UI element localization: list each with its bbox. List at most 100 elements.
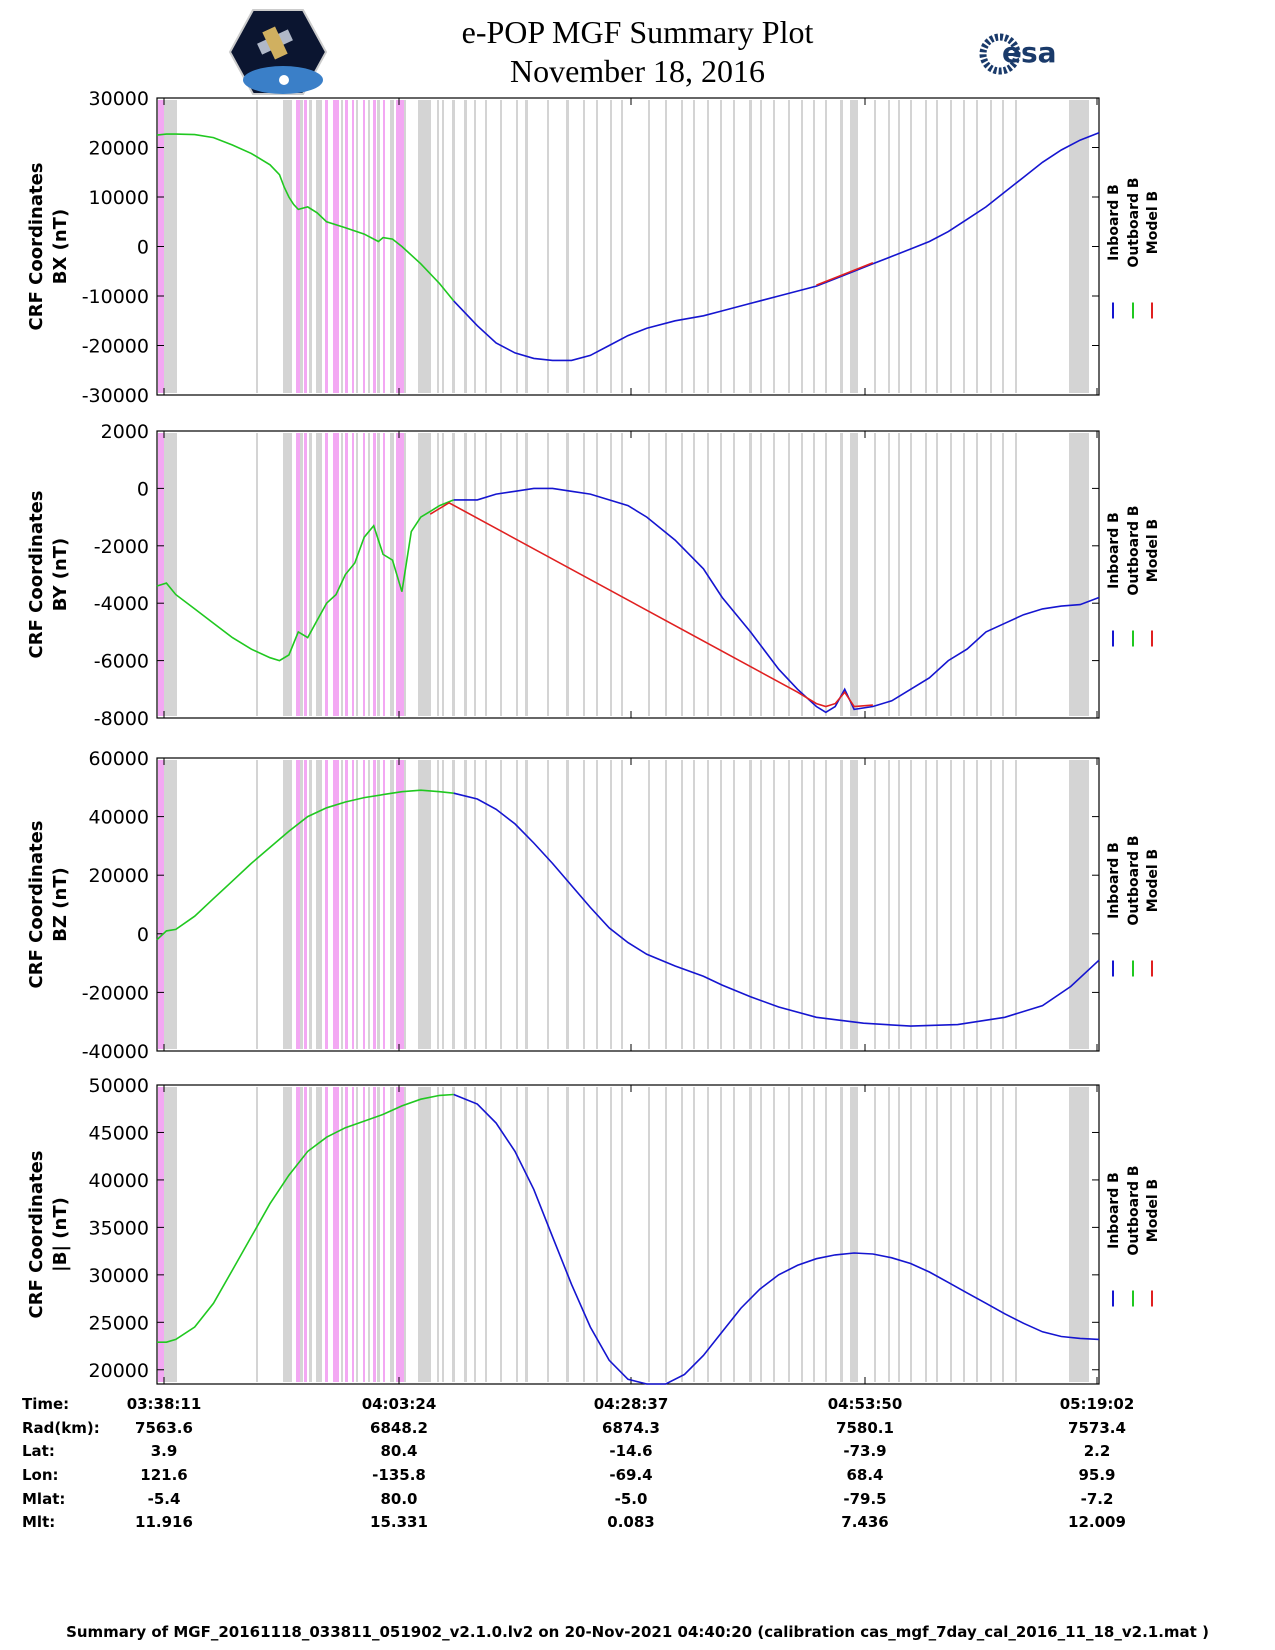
event-band: [352, 1087, 354, 1382]
data-gap-band: [760, 433, 762, 716]
inboard-b-series-line: [453, 131, 1100, 362]
info-row-label: Lon:: [22, 1466, 59, 1484]
data-gap-band: [788, 433, 790, 716]
y-tick-label: 2000: [101, 421, 149, 443]
data-gap-band: [1002, 100, 1004, 393]
y-tick-label: 50000: [89, 1075, 149, 1097]
event-band: [345, 760, 348, 1049]
data-gap-band: [840, 433, 843, 716]
data-gap-band: [910, 433, 912, 716]
data-gap-band: [500, 433, 502, 716]
event-band: [363, 1087, 365, 1382]
data-gap-band: [648, 433, 650, 716]
data-gap-band: [910, 1087, 912, 1382]
event-band: [396, 1087, 404, 1382]
data-gap-band: [720, 433, 722, 716]
event-band: [304, 100, 307, 393]
info-cell: 2.2: [1083, 1442, 1111, 1460]
data-gap-band: [773, 760, 775, 1049]
data-gap-band: [525, 760, 528, 1049]
event-band: [296, 1087, 300, 1382]
event-band: [325, 433, 328, 716]
data-gap-band: [164, 433, 177, 716]
info-cell: -79.5: [843, 1490, 887, 1508]
event-band: [352, 100, 354, 393]
data-gap-band: [749, 100, 752, 393]
data-gap-band: [300, 760, 303, 1049]
y-tick-label: 0: [137, 924, 149, 946]
data-gap-band: [936, 433, 938, 716]
data-gap-band: [898, 1087, 900, 1382]
data-gap-band: [566, 433, 569, 716]
y-tick-label: 20000: [89, 138, 149, 160]
legend-label: Model B: [1145, 191, 1161, 254]
data-gap-band: [500, 100, 502, 393]
data-gap-band: [452, 1087, 455, 1382]
data-gap-band: [681, 100, 683, 393]
data-gap-band: [707, 760, 709, 1049]
legend-label: Inboard B: [1106, 184, 1122, 261]
data-gap-band: [813, 760, 815, 1049]
info-cell: 05:19:02: [1059, 1395, 1135, 1413]
data-gap-band: [547, 100, 549, 393]
legend-label: Outboard B: [1126, 505, 1142, 595]
data-gap-band: [773, 1087, 775, 1382]
data-gap-band: [874, 760, 876, 1049]
info-cell: -73.9: [843, 1442, 887, 1460]
inboard-b-series-line: [453, 1093, 1100, 1385]
info-cell: -135.8: [372, 1466, 426, 1484]
event-band: [383, 1087, 385, 1382]
data-gap-band: [950, 100, 952, 393]
info-cell: 6848.2: [370, 1419, 428, 1437]
data-gap-band: [300, 1087, 303, 1382]
data-gap-band: [283, 100, 292, 393]
data-gap-band: [442, 760, 444, 1049]
axes-frame: [156, 757, 1100, 1052]
data-gap-band: [665, 760, 667, 1049]
info-cell: 11.916: [135, 1513, 193, 1531]
data-gap-band: [452, 100, 455, 393]
event-band: [296, 433, 300, 716]
info-cell: -5.0: [614, 1490, 648, 1508]
data-gap-band: [309, 100, 312, 393]
legend-label: Outboard B: [1126, 835, 1142, 925]
data-gap-band: [164, 1087, 177, 1382]
data-gap-band: [610, 100, 612, 393]
data-gap-band: [356, 1087, 358, 1382]
event-band: [325, 760, 328, 1049]
event-band: [333, 100, 339, 393]
data-gap-band: [850, 100, 858, 393]
data-gap-band: [464, 760, 467, 1049]
data-gap-band: [596, 1087, 598, 1382]
outboard-b-series-line: [156, 789, 454, 941]
data-gap-band: [442, 100, 444, 393]
data-gap-band: [621, 100, 623, 393]
data-gap-band: [707, 1087, 709, 1382]
event-band: [158, 1087, 164, 1382]
info-cell: 80.4: [380, 1442, 418, 1460]
event-band: [373, 100, 376, 393]
esa-logo: esa: [979, 33, 1057, 75]
data-gap-band: [485, 100, 487, 393]
data-gap-band: [390, 760, 394, 1049]
event-band: [345, 100, 348, 393]
data-gap-band: [164, 100, 177, 393]
data-gap-band: [788, 100, 790, 393]
data-gap-band: [610, 433, 612, 716]
data-gap-band: [813, 100, 815, 393]
data-gap-band: [990, 1087, 992, 1382]
data-gap-band: [404, 760, 406, 1049]
data-gap-band: [566, 760, 569, 1049]
data-gap-band: [648, 760, 650, 1049]
axes-frame: [156, 430, 1100, 719]
data-gap-band: [547, 1087, 549, 1382]
data-gap-band: [990, 100, 992, 393]
data-gap-band: [485, 760, 487, 1049]
event-band: [363, 433, 365, 716]
data-gap-band: [404, 100, 406, 393]
legend-label: Outboard B: [1126, 177, 1142, 267]
y-tick-label: 0: [137, 478, 149, 500]
data-gap-band: [648, 100, 650, 393]
data-gap-band: [976, 433, 978, 716]
